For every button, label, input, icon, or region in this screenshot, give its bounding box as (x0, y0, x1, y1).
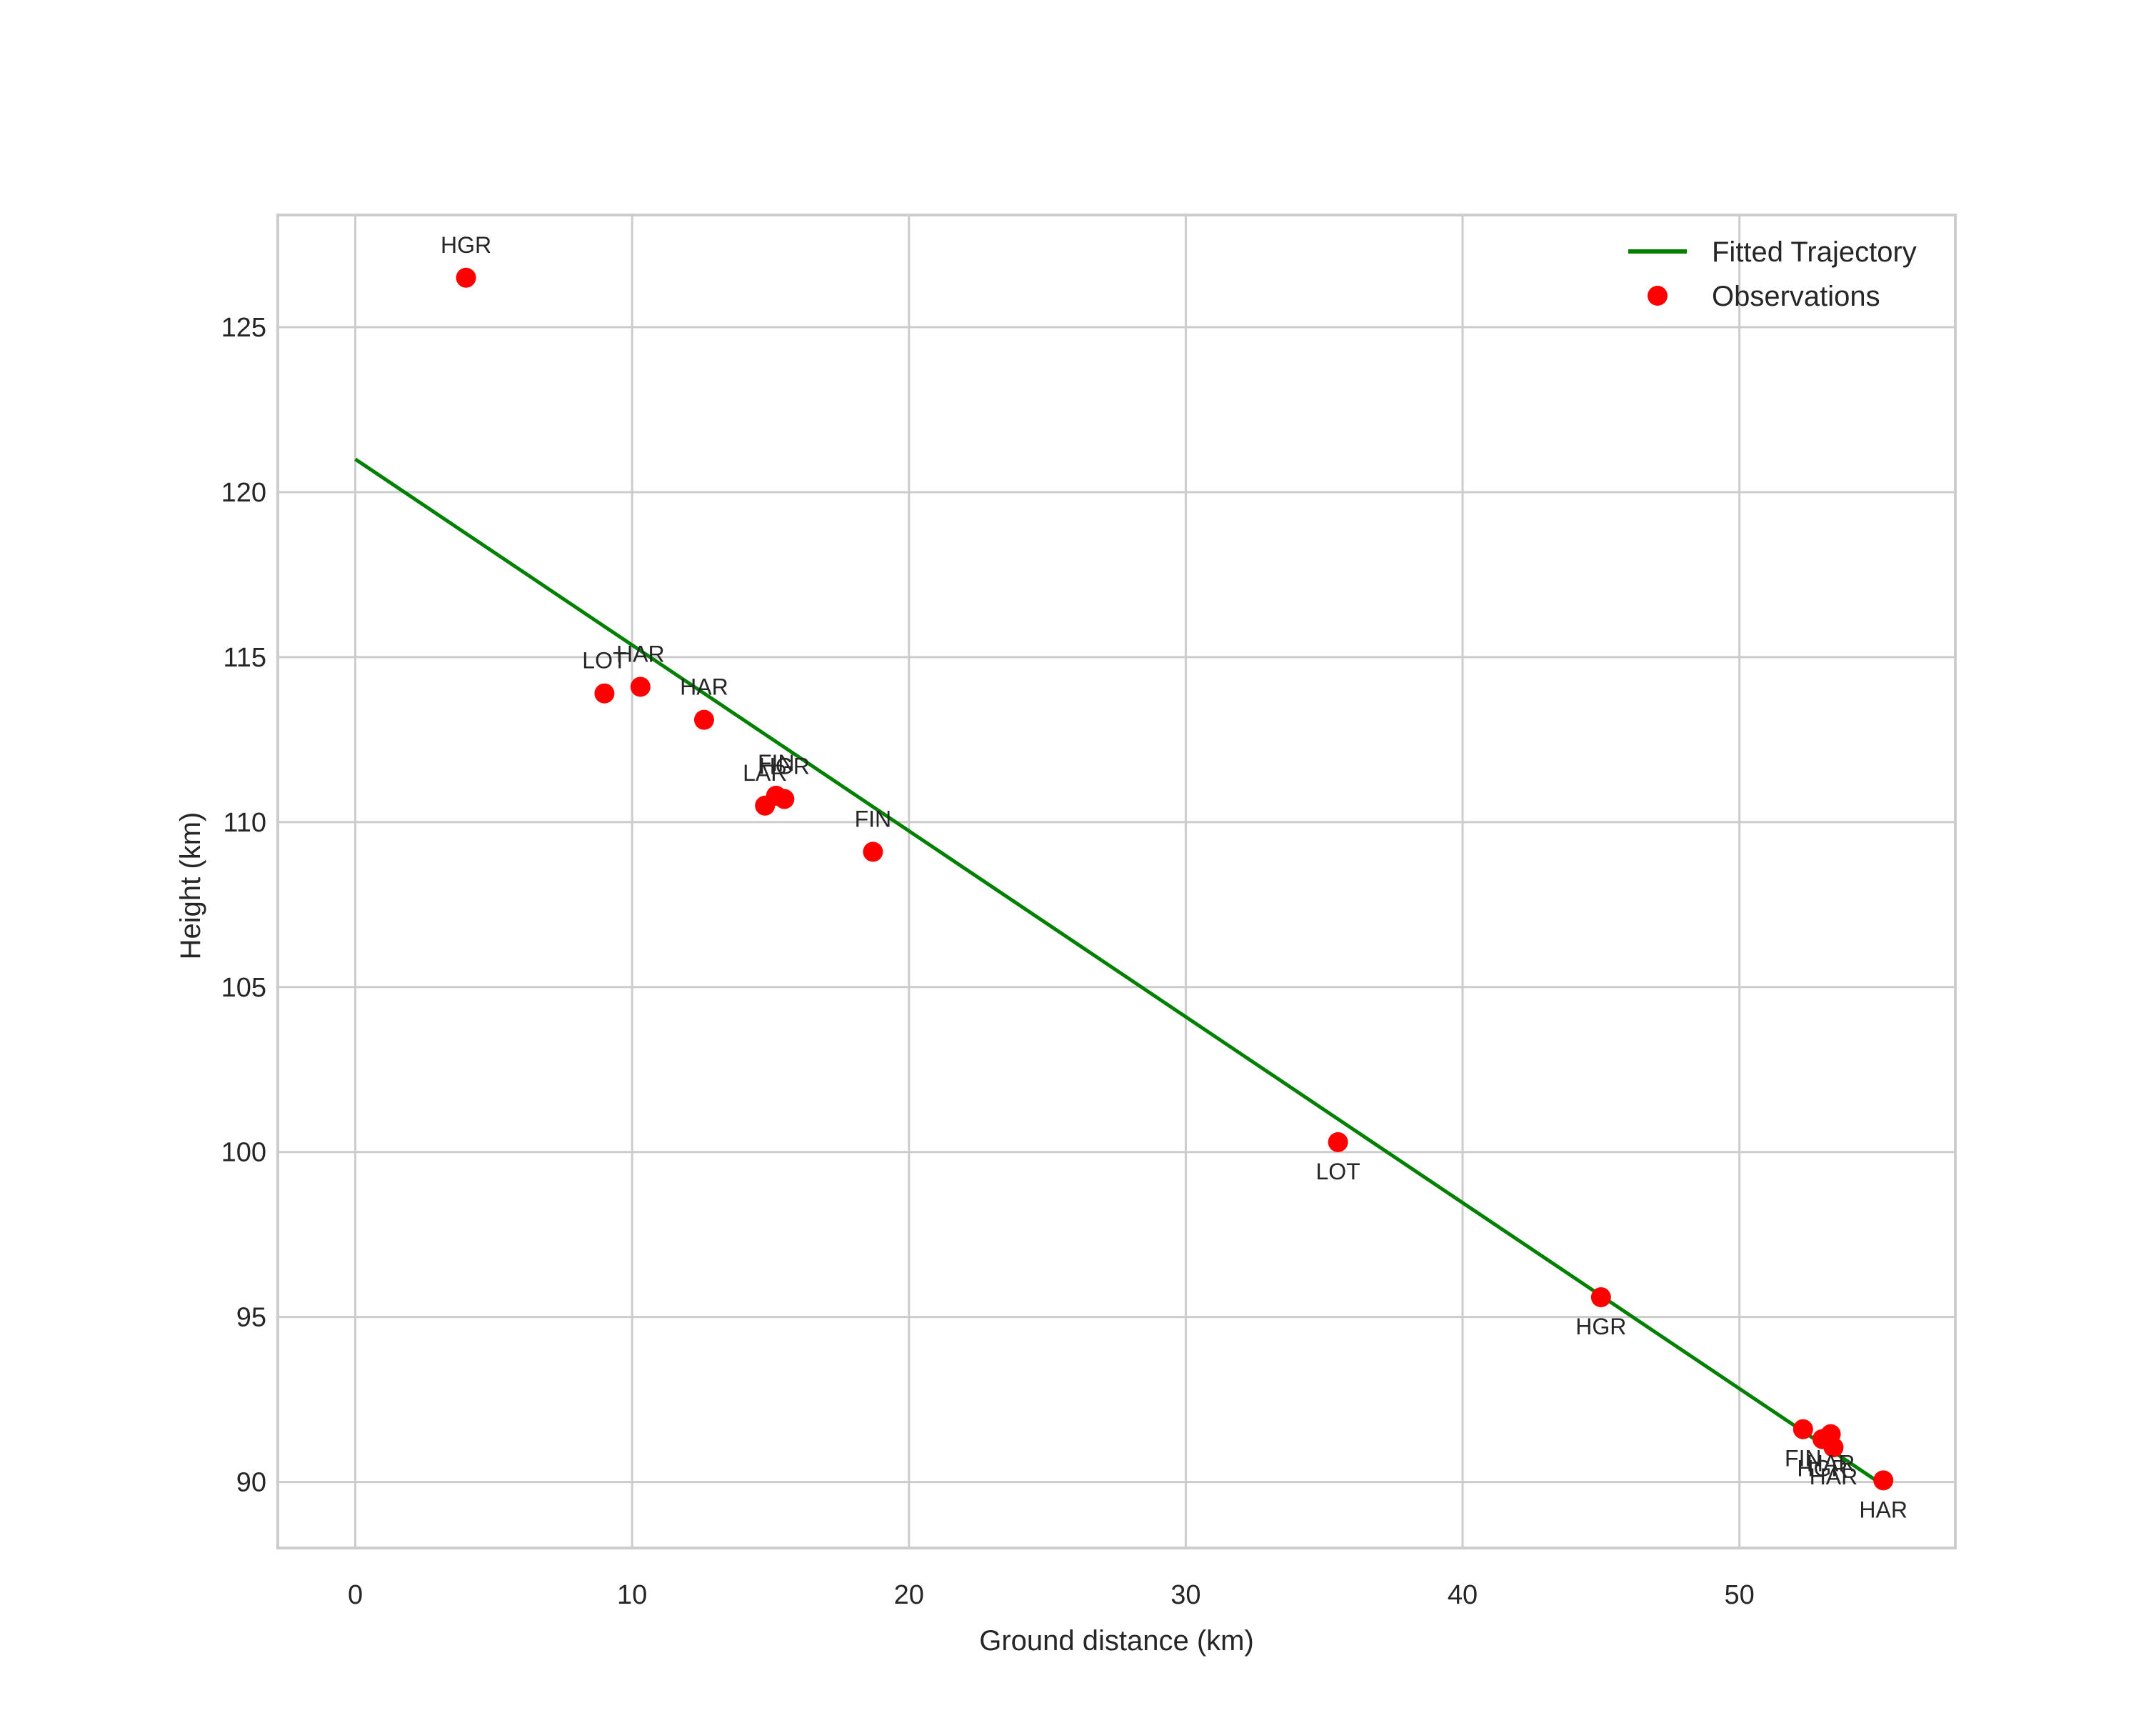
x-tick-label: 20 (894, 1580, 924, 1610)
observation-marker (630, 676, 651, 697)
legend-label-observations: Observations (1712, 281, 1880, 312)
station-label: HAR (1859, 1497, 1907, 1522)
observation-points: HGRLOTHARHARLARFINHGRFINLOTHGRFINHGRHARH… (441, 232, 1907, 1523)
y-tick-label: 100 (221, 1138, 266, 1168)
y-tick-label: 125 (221, 313, 266, 343)
station-label: HGR (1575, 1314, 1626, 1339)
legend: Fitted Trajectory Observations (1628, 236, 1917, 312)
x-axis-ticks: 0 10 20 30 40 50 (348, 1580, 1755, 1610)
observation-marker (863, 841, 883, 862)
y-tick-label: 115 (223, 643, 266, 673)
station-label: HAR (616, 641, 665, 666)
station-label: LAR (743, 760, 787, 786)
fitted-trajectory-line (354, 457, 1885, 1487)
station-label: FIN (758, 750, 795, 776)
x-tick-label: 30 (1170, 1580, 1200, 1610)
fitted-trajectory-path (354, 457, 1885, 1487)
observation-marker (1823, 1437, 1844, 1458)
x-tick-label: 10 (617, 1580, 647, 1610)
observation-marker (774, 789, 795, 809)
station-label: HAR (1807, 1451, 1855, 1477)
observation-marker (594, 683, 615, 704)
observation-marker (456, 267, 476, 288)
station-label: LOT (582, 648, 626, 674)
observation-marker (1328, 1132, 1348, 1152)
station-label: FIN (1785, 1446, 1822, 1472)
legend-label-fitted: Fitted Trajectory (1712, 236, 1917, 268)
station-label: HGR (759, 754, 810, 779)
station-label: FIN (855, 806, 892, 831)
y-tick-label: 120 (221, 478, 266, 508)
x-tick-label: 50 (1725, 1580, 1755, 1610)
station-label: HGR (441, 232, 491, 258)
observation-marker (1873, 1470, 1894, 1491)
x-tick-label: 40 (1448, 1580, 1478, 1610)
observation-marker (1793, 1419, 1813, 1439)
station-label: LOT (1315, 1159, 1360, 1184)
observation-marker (1590, 1287, 1611, 1307)
x-axis-label: Ground distance (km) (979, 1625, 1254, 1657)
plot-frame (276, 214, 1957, 1549)
grid-lines (278, 215, 1955, 1548)
y-tick-label: 110 (223, 808, 266, 838)
legend-circle-icon (1648, 286, 1668, 306)
y-axis-ticks: 90 95 100 105 110 115 120 125 (221, 313, 266, 1498)
station-label: HAR (680, 674, 728, 700)
y-tick-label: 95 (236, 1303, 266, 1333)
y-axis-label: Height (km) (175, 812, 206, 960)
station-label: HGR (1797, 1456, 1847, 1482)
station-label: HAR (1810, 1464, 1858, 1489)
y-tick-label: 90 (236, 1468, 266, 1498)
observation-marker (693, 709, 714, 730)
x-tick-label: 0 (348, 1580, 363, 1610)
y-tick-label: 105 (221, 973, 266, 1003)
